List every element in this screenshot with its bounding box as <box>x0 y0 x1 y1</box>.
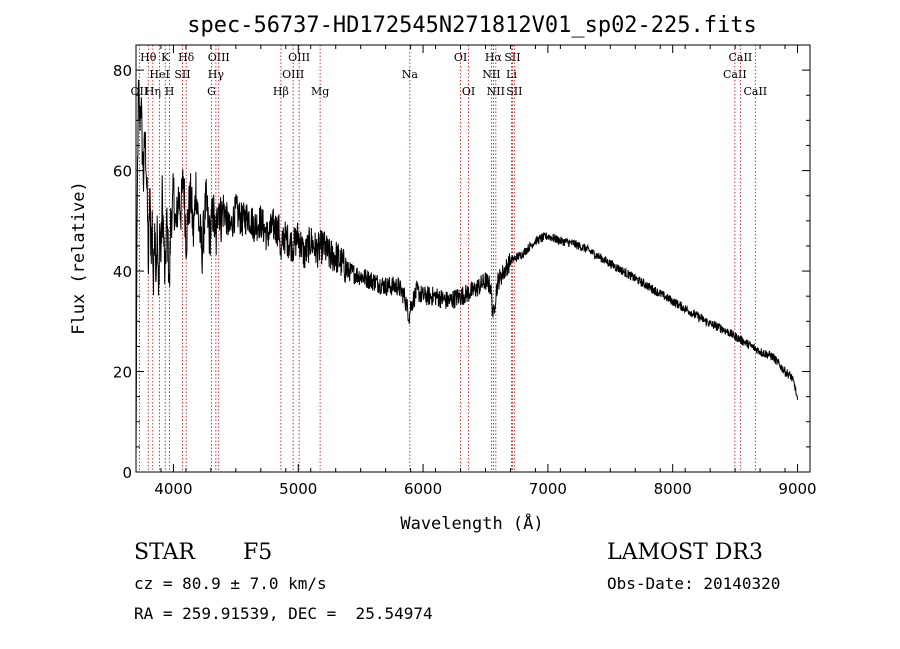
line-marker-label: NII <box>482 68 500 81</box>
line-marker-label: OI <box>454 51 467 64</box>
object-subclass: F5 <box>243 540 273 565</box>
line-marker-label: OIII <box>208 51 230 64</box>
y-tick-label: 60 <box>113 163 132 181</box>
coordinates: RA = 259.91539, DEC = 25.54974 <box>134 604 433 623</box>
line-marker-label: CaII <box>723 68 747 81</box>
line-marker-label: OIII <box>282 68 304 81</box>
chart-title: spec-56737-HD172545N271812V01_sp02-225.f… <box>187 13 757 38</box>
x-tick-label: 4000 <box>154 480 192 498</box>
axes-layer: 4000 5000 6000 7000 8000 9000 0 20 40 60 80 <box>113 44 817 498</box>
x-tick-label: 8000 <box>654 480 692 498</box>
y-tick-label: 80 <box>113 62 132 80</box>
spectrum-layer <box>135 79 798 455</box>
line-marker-label: Hβ <box>273 85 289 98</box>
y-tick-label: 40 <box>113 263 132 281</box>
line-marker-label: Hη <box>145 85 161 98</box>
object-class: STAR <box>134 540 195 565</box>
x-axis-label: Wavelength (Å) <box>400 512 543 534</box>
line-marker-label: OIII <box>288 51 310 64</box>
y-axis-label: Flux (relative) <box>69 181 89 335</box>
line-marker-label: Hδ <box>178 51 195 64</box>
line-marker-label: Hγ <box>208 68 225 81</box>
survey-name: LAMOST DR3 <box>607 540 763 565</box>
line-marker-label: SII <box>504 51 520 64</box>
y-tick-label: 20 <box>113 364 132 382</box>
spectrum-line <box>135 79 798 455</box>
redshift-cz: cz = 80.9 ± 7.0 km/s <box>134 574 327 593</box>
line-marker-label: Hθ <box>140 51 157 64</box>
line-marker-label: SII <box>506 85 522 98</box>
x-tick-label: 9000 <box>778 480 816 498</box>
line-marker-label: Na <box>402 68 419 81</box>
x-tick-label: 5000 <box>279 480 317 498</box>
line-marker-label: CaII <box>729 51 753 64</box>
line-marker-label: HeI <box>149 68 169 81</box>
line-marker-label: H <box>165 85 175 98</box>
x-tick-label: 7000 <box>529 480 567 498</box>
line-marker-label: G <box>207 85 216 98</box>
line-marker-label: CaII <box>743 85 767 98</box>
line-marker-label: Li <box>506 68 517 81</box>
line-marker-label: SII <box>174 68 190 81</box>
plot-frame <box>135 44 811 473</box>
line-marker-label: OI <box>462 85 475 98</box>
observation-date: Obs-Date: 20140320 <box>607 574 781 593</box>
x-tick-label: 6000 <box>404 480 442 498</box>
line-marker-label: Mg <box>311 85 329 98</box>
line-marker-label: Hα <box>485 51 503 64</box>
line-marker-label: K <box>161 51 170 64</box>
y-tick-label: 0 <box>122 464 132 482</box>
line-marker-label: NII <box>487 85 505 98</box>
